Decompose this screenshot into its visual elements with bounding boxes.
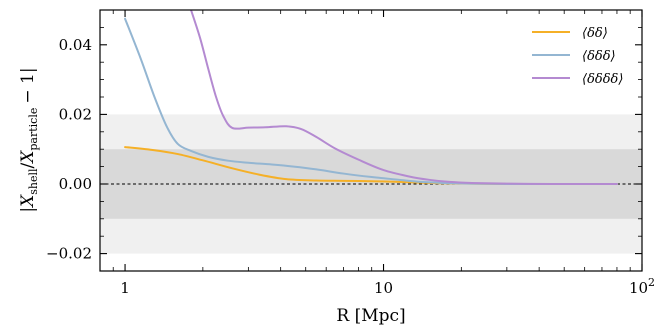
y-tick-label: 0.04 [59,36,92,54]
legend: ⟨δδ⟩ ⟨δδδ⟩ ⟨δδδδ⟩ [532,26,623,87]
y-axis-label: |Xshell/Xparticle− 1| [18,67,40,212]
x-tick-label: 10 [374,279,393,297]
plot-frame [99,9,643,272]
x-tick-labels: 1 10 102 [120,276,655,297]
legend-label-1: ⟨δδ⟩ [582,26,608,41]
y-tick-labels: −0.02 0.00 0.02 0.04 [46,36,92,263]
series-line-3 [190,10,618,186]
x-tick-label: 1 [120,279,130,297]
series-group [124,10,618,186]
legend-label-3: ⟨δδδδ⟩ [582,72,623,87]
y-tick-label: 0.00 [59,175,92,193]
legend-label-2: ⟨δδδ⟩ [582,49,616,64]
y-tick-label: 0.02 [59,105,92,123]
y-tick-label: −0.02 [46,245,92,263]
ticks [99,9,643,272]
x-axis-label: R [Mpc] [336,306,405,326]
x-tick-label: 102 [629,276,655,297]
